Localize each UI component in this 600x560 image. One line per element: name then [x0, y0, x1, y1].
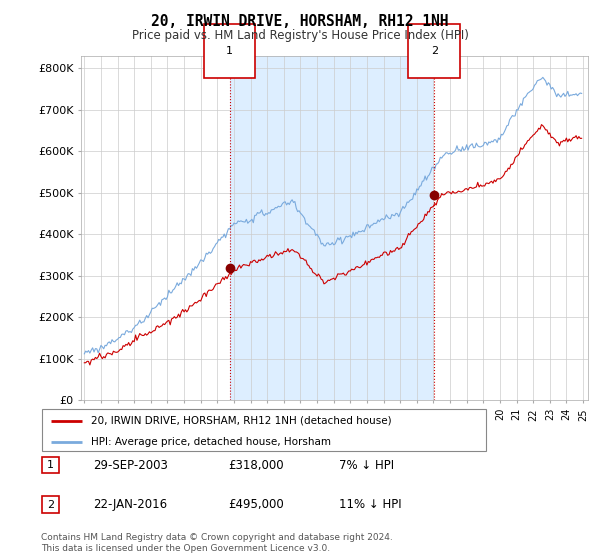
Text: Price paid vs. HM Land Registry's House Price Index (HPI): Price paid vs. HM Land Registry's House … — [131, 29, 469, 42]
Text: 11% ↓ HPI: 11% ↓ HPI — [339, 498, 401, 511]
Text: 1: 1 — [226, 46, 233, 56]
Text: £495,000: £495,000 — [228, 498, 284, 511]
Text: 7% ↓ HPI: 7% ↓ HPI — [339, 459, 394, 472]
Text: 2: 2 — [47, 500, 54, 510]
Text: Contains HM Land Registry data © Crown copyright and database right 2024.
This d: Contains HM Land Registry data © Crown c… — [41, 533, 392, 553]
Text: £318,000: £318,000 — [228, 459, 284, 472]
Bar — [230, 56, 434, 400]
FancyBboxPatch shape — [42, 409, 486, 451]
FancyBboxPatch shape — [42, 458, 59, 473]
FancyBboxPatch shape — [42, 497, 59, 512]
Text: 20, IRWIN DRIVE, HORSHAM, RH12 1NH (detached house): 20, IRWIN DRIVE, HORSHAM, RH12 1NH (deta… — [91, 416, 391, 426]
Text: 20, IRWIN DRIVE, HORSHAM, RH12 1NH: 20, IRWIN DRIVE, HORSHAM, RH12 1NH — [151, 14, 449, 29]
Text: 22-JAN-2016: 22-JAN-2016 — [93, 498, 167, 511]
Text: 2: 2 — [431, 46, 438, 56]
Text: 1: 1 — [47, 460, 54, 470]
Text: 29-SEP-2003: 29-SEP-2003 — [93, 459, 168, 472]
Text: HPI: Average price, detached house, Horsham: HPI: Average price, detached house, Hors… — [91, 437, 331, 446]
